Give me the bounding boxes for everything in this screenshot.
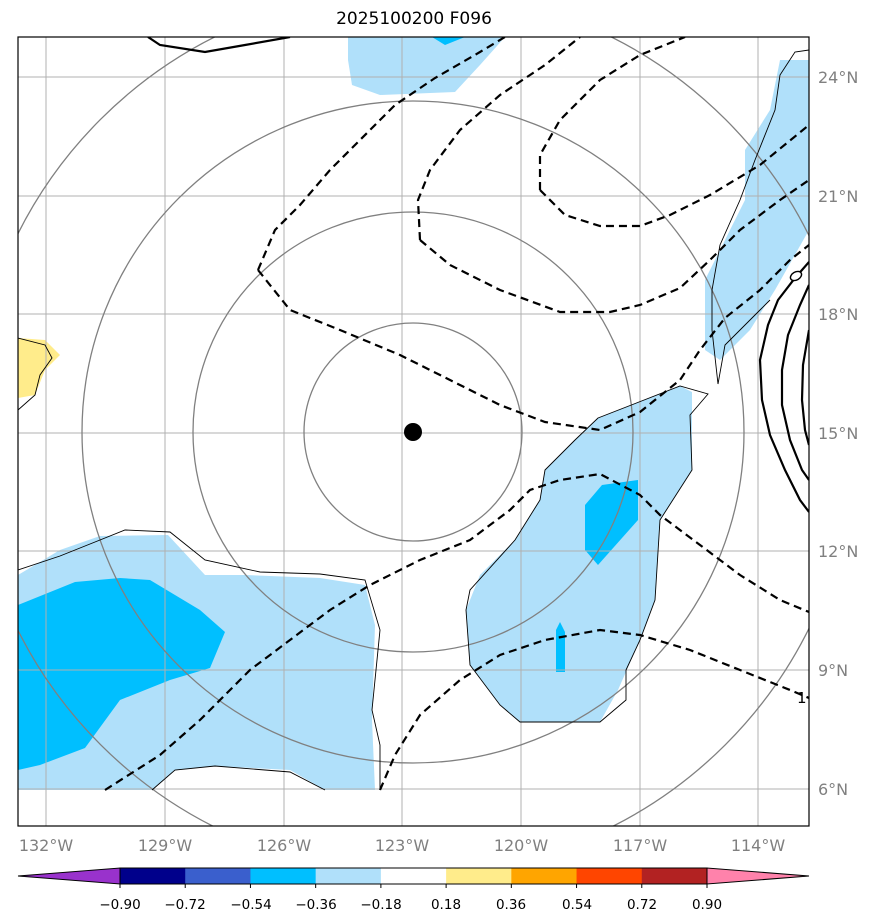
colorbar-label: 0.36: [496, 897, 526, 913]
map-title: 2025100200 F096: [336, 9, 492, 29]
lat-label: 12°N: [818, 542, 858, 561]
colorbar-extend-low: [18, 868, 120, 884]
shade-light-central: [466, 386, 692, 722]
lat-label: 24°N: [818, 68, 858, 87]
contour-label-zero-ellipse: [789, 270, 803, 282]
shade-light-right: [705, 60, 809, 360]
lon-label: 114°W: [731, 836, 786, 855]
lon-label: 120°W: [494, 836, 549, 855]
lon-tick-labels: 132°W 129°W 126°W 123°W 120°W 117°W 114°…: [19, 836, 786, 855]
shaded-field: [18, 37, 809, 790]
lat-lon-grid: [18, 37, 809, 826]
shade-mid-central: [585, 480, 638, 565]
outline-contours: [18, 49, 809, 791]
colorbar-extend-high: [707, 868, 809, 884]
lat-label: 18°N: [818, 305, 858, 324]
colorbar: −0.90 −0.72 −0.54 −0.36 −0.18 0.18 0.36 …: [17, 867, 810, 913]
lat-tick-labels: 24°N 21°N 18°N 15°N 12°N 9°N 6°N: [818, 68, 858, 799]
shade-gap-bottom: [152, 766, 325, 790]
colorbar-swatches: [18, 868, 809, 884]
colorbar-swatch: [380, 868, 447, 884]
contour-label-one: 1: [797, 689, 807, 707]
map-frame: [17, 36, 810, 827]
lat-label: 21°N: [818, 187, 858, 206]
colorbar-tick-labels: −0.90 −0.72 −0.54 −0.36 −0.18 0.18 0.36 …: [99, 897, 722, 913]
colorbar-swatch: [576, 868, 643, 884]
colorbar-swatch: [185, 868, 251, 884]
colorbar-swatch: [250, 868, 317, 884]
lon-label: 123°W: [375, 836, 430, 855]
colorbar-label: −0.36: [295, 897, 336, 913]
colorbar-label: −0.90: [99, 897, 140, 913]
lon-label: 126°W: [257, 836, 312, 855]
range-rings: [18, 37, 809, 826]
lon-label: 129°W: [138, 836, 193, 855]
colorbar-label: 0.90: [692, 897, 722, 913]
colorbar-swatch: [120, 868, 186, 884]
shade-mid-small: [556, 622, 565, 672]
lat-label: 6°N: [818, 780, 848, 799]
colorbar-label: 0.54: [562, 897, 592, 913]
lat-label: 15°N: [818, 424, 858, 443]
colorbar-frame: [119, 867, 708, 885]
shade-light-top: [348, 37, 505, 95]
colorbar-label: −0.72: [164, 897, 205, 913]
storm-center-marker: [404, 423, 422, 441]
colorbar-label: 0.72: [627, 897, 657, 913]
lat-label: 9°N: [818, 661, 848, 680]
colorbar-label: −0.18: [360, 897, 401, 913]
colorbar-swatch: [315, 868, 382, 884]
shade-mid-left: [18, 578, 225, 770]
shade-yellow-left: [18, 338, 60, 398]
lon-label: 132°W: [19, 836, 74, 855]
map-plot-area: 1: [18, 37, 809, 826]
solid-contours: [147, 37, 809, 513]
lon-label: 117°W: [613, 836, 668, 855]
colorbar-swatch: [446, 868, 512, 884]
colorbar-label: −0.54: [230, 897, 271, 913]
colorbar-label: 0.18: [431, 897, 461, 913]
shade-mid-top: [432, 37, 465, 45]
colorbar-ticks: [119, 884, 708, 888]
colorbar-swatch: [511, 868, 578, 884]
colorbar-swatch: [641, 868, 708, 884]
dashed-contours: [104, 37, 809, 791]
